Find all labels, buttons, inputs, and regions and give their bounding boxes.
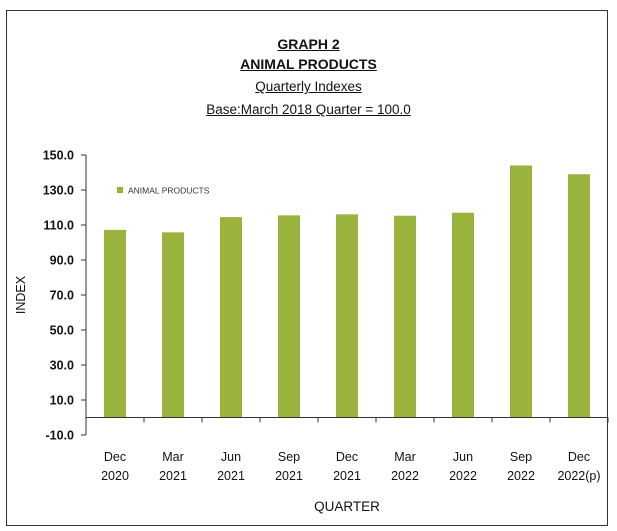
y-tick-label: 150.0 <box>43 149 74 163</box>
bar <box>394 215 416 418</box>
chart-base-note: Base:March 2018 Quarter = 100.0 <box>206 102 411 117</box>
x-tick-label: Sep <box>278 450 300 464</box>
x-tick-label: Sep <box>510 450 532 464</box>
y-axis-title: INDEX <box>14 275 28 314</box>
chart-subtitle: Quarterly Indexes <box>255 79 362 94</box>
x-tick-label: Jun <box>453 450 473 464</box>
x-tick-label: 2021 <box>275 469 303 483</box>
x-tick-label: 2022 <box>391 469 419 483</box>
chart-title-line-1: GRAPH 2 <box>277 36 340 52</box>
y-tick-label: -10.0 <box>46 429 75 443</box>
bar <box>104 229 126 418</box>
x-axis-title: QUARTER <box>314 499 380 514</box>
x-tick-label: Dec <box>104 450 126 464</box>
x-tick-label: 2022 <box>449 469 477 483</box>
chart-title-line-2: ANIMAL PRODUCTS <box>240 56 377 72</box>
bar <box>220 217 242 418</box>
bar <box>336 214 358 418</box>
x-tick-label: Jun <box>221 450 241 464</box>
x-tick-label: 2021 <box>159 469 187 483</box>
y-tick-label: 30.0 <box>50 359 74 373</box>
y-tick-label: 70.0 <box>50 289 74 303</box>
x-tick-label: 2021 <box>217 469 245 483</box>
x-tick-label: 2020 <box>101 469 129 483</box>
y-tick-label: 130.0 <box>43 184 74 198</box>
legend-label: ANIMAL PRODUCTS <box>128 186 210 196</box>
x-tick-label: Mar <box>162 450 184 464</box>
x-tick-label: Mar <box>394 450 416 464</box>
y-tick-label: 90.0 <box>50 254 74 268</box>
x-tick-label: Dec <box>336 450 358 464</box>
y-tick-label: 10.0 <box>50 394 74 408</box>
x-tick-label: 2021 <box>333 469 361 483</box>
bar <box>510 165 532 418</box>
y-tick-label: 110.0 <box>43 219 74 233</box>
y-tick-label: 50.0 <box>50 324 74 338</box>
bar <box>278 215 300 418</box>
bar <box>568 174 590 418</box>
x-tick-label: Dec <box>568 450 590 464</box>
bar <box>162 232 184 418</box>
x-tick-label: 2022(p) <box>557 469 600 483</box>
bar <box>452 212 474 418</box>
legend-swatch <box>117 187 123 193</box>
x-tick-label: 2022 <box>507 469 535 483</box>
